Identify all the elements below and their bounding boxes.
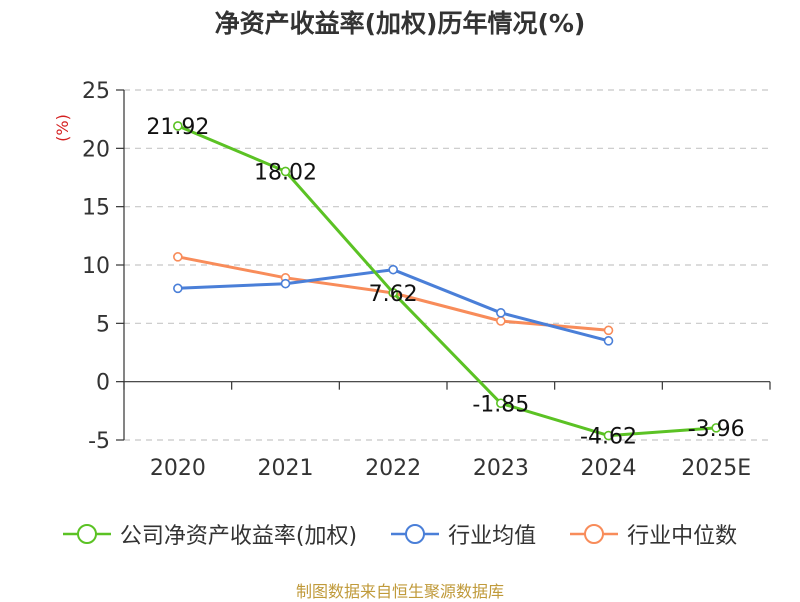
x-tick-label: 2022 [365, 456, 421, 481]
series-line-0 [177, 124, 717, 438]
y-tick-label: 10 [82, 254, 110, 279]
legend-swatch-company-roe [62, 524, 111, 544]
data-point-0 [496, 398, 506, 409]
legend-swatch-industry-mean [391, 524, 440, 544]
data-label: 21.92 [146, 115, 209, 140]
legend-swatch-industry-median [570, 524, 619, 544]
data-point-1 [173, 283, 183, 294]
data-point-2 [496, 316, 506, 326]
data-label: -3.96 [688, 417, 745, 442]
y-tick-label: 0 [96, 371, 110, 396]
legend-label-industry-mean: 行业均值 [448, 524, 537, 549]
data-point-1 [388, 264, 398, 275]
y-tick-label: -5 [88, 429, 110, 454]
data-label: -1.85 [472, 392, 529, 417]
y-tick-label: 20 [82, 137, 110, 162]
y-tick-label: 25 [82, 79, 110, 104]
data-label: 7.62 [369, 282, 418, 307]
data-point-0 [603, 430, 614, 441]
x-tick-label: 2024 [581, 456, 637, 481]
legend-item-industry-mean[interactable]: 行业均值 [391, 518, 536, 550]
x-tick-label: 2023 [473, 456, 529, 481]
x-tick-label: 2025E [681, 456, 751, 481]
legend-item-industry-median[interactable]: 行业中位数 [570, 518, 737, 550]
data-point-0 [280, 166, 291, 177]
data-point-0 [173, 121, 183, 131]
y-tick-label: 5 [96, 312, 110, 337]
legend-item-company-roe[interactable]: 公司净资产收益率(加权) [62, 518, 358, 550]
chart-legend: 公司净资产收益率(加权) 行业均值 行业中位数 [0, 518, 800, 550]
data-label: -4.62 [580, 425, 637, 450]
data-point-1 [603, 336, 614, 346]
data-point-0 [388, 287, 398, 298]
data-source-note: 制图数据来自恒生聚源数据库 [295, 582, 504, 601]
data-point-1 [280, 278, 291, 289]
data-label: 18.02 [254, 160, 317, 185]
data-point-0 [711, 423, 721, 433]
y-axis-unit-label: (%) [53, 114, 72, 142]
chart-plot: 25 20 15 10 5 0 -5 (%) 2020 2021 2022 2023 2024 2025E… [53, 79, 771, 481]
x-tick-label: 2021 [258, 456, 314, 481]
data-point-2 [603, 325, 614, 336]
y-tick-label: 15 [82, 196, 110, 221]
data-point-1 [496, 308, 506, 318]
data-point-2 [173, 252, 183, 262]
legend-label-company-roe: 公司净资产收益率(加权) [119, 524, 358, 549]
legend-label-industry-median: 行业中位数 [627, 524, 738, 549]
x-tick-label: 2020 [150, 456, 206, 481]
chart-title: 净资产收益率(加权)历年情况(%) [214, 9, 586, 38]
